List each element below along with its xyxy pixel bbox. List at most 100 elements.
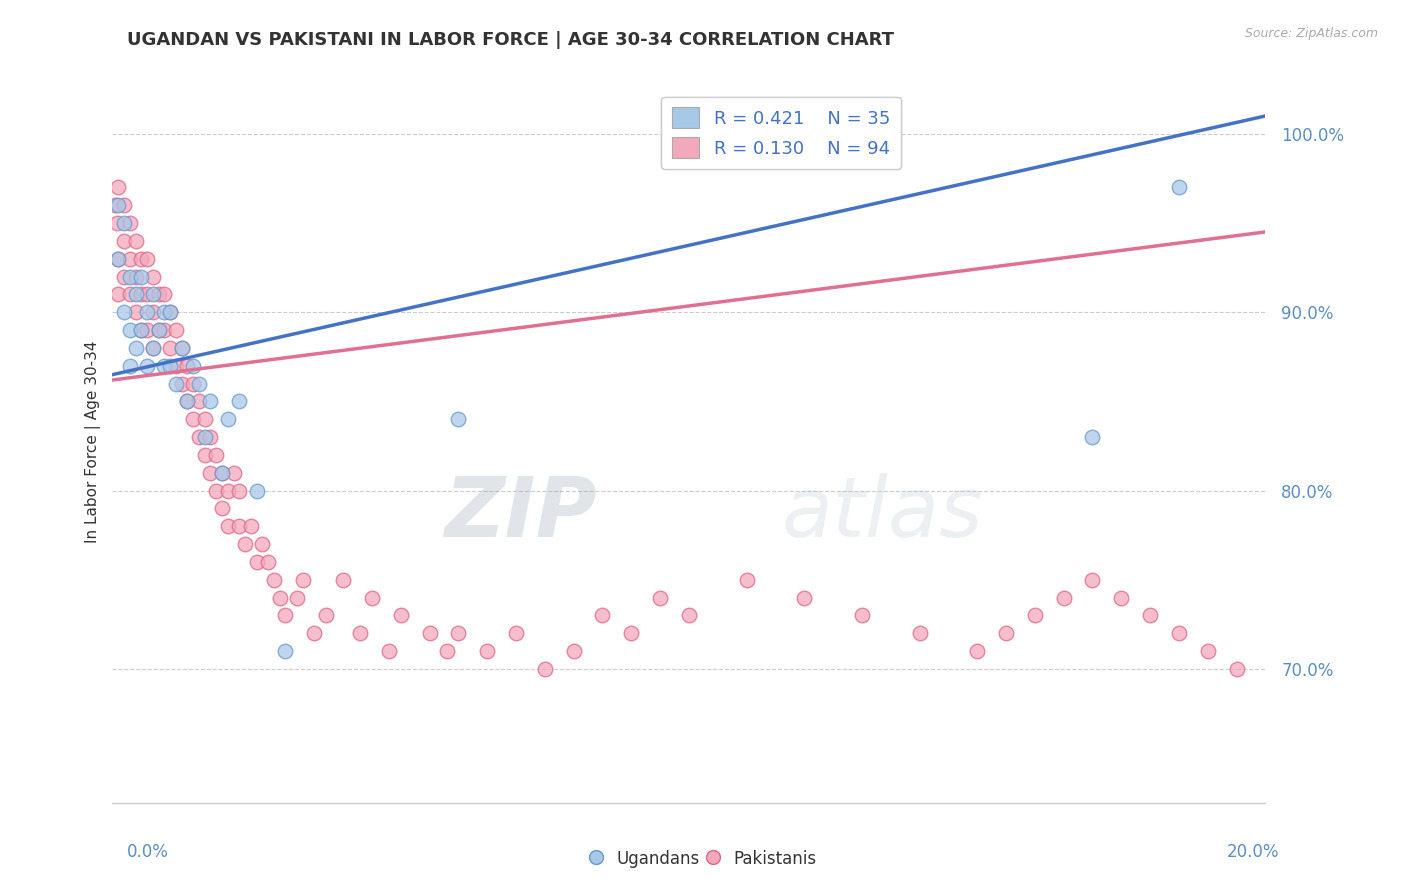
Point: [274, 644, 297, 658]
Point: [200, 394, 222, 409]
Point: [217, 412, 239, 426]
Point: [176, 359, 198, 373]
Text: ZIP: ZIP: [444, 474, 596, 554]
Point: [176, 394, 198, 409]
Y-axis label: In Labor Force | Age 30-34: In Labor Force | Age 30-34: [86, 340, 101, 543]
Point: [291, 573, 314, 587]
Point: [678, 608, 700, 623]
Point: [112, 305, 135, 319]
Point: [200, 430, 222, 444]
Point: [1167, 626, 1189, 640]
Point: [620, 626, 643, 640]
Point: [129, 252, 153, 266]
Point: [107, 252, 129, 266]
Point: [170, 376, 193, 391]
Point: [851, 608, 873, 623]
Point: [142, 341, 165, 355]
Point: [136, 359, 159, 373]
Point: [194, 430, 217, 444]
Point: [419, 626, 441, 640]
Point: [136, 252, 159, 266]
Point: [447, 626, 470, 640]
Point: [129, 323, 153, 337]
Point: [205, 483, 228, 498]
Point: [650, 591, 672, 605]
Point: [165, 359, 187, 373]
Point: [181, 412, 204, 426]
Point: [153, 323, 176, 337]
Point: [112, 269, 135, 284]
Point: [176, 394, 198, 409]
Point: [112, 198, 135, 212]
Point: [165, 323, 187, 337]
Point: [257, 555, 280, 569]
Point: [205, 448, 228, 462]
Point: [285, 591, 308, 605]
Point: [112, 234, 135, 248]
Point: [159, 305, 181, 319]
Point: [194, 448, 217, 462]
Point: [148, 287, 170, 301]
Point: [228, 519, 250, 533]
Point: [908, 626, 931, 640]
Point: [263, 573, 285, 587]
Point: [159, 305, 181, 319]
Point: [107, 198, 129, 212]
Point: [217, 519, 239, 533]
Point: [269, 591, 291, 605]
Point: [188, 430, 211, 444]
Point: [153, 287, 176, 301]
Point: [211, 466, 233, 480]
Point: [194, 412, 217, 426]
Point: [124, 234, 146, 248]
Point: [136, 305, 159, 319]
Point: [112, 216, 135, 230]
Point: [217, 483, 239, 498]
Point: [107, 252, 129, 266]
Point: [360, 591, 382, 605]
Point: [211, 501, 233, 516]
Point: [107, 180, 129, 194]
Point: [562, 644, 585, 658]
Point: [181, 376, 204, 391]
Point: [228, 483, 250, 498]
Point: [165, 376, 187, 391]
Point: [104, 198, 127, 212]
Point: [966, 644, 988, 658]
Point: [246, 555, 269, 569]
Point: [332, 573, 354, 587]
Point: [188, 376, 211, 391]
Point: [1226, 662, 1249, 676]
Point: [315, 608, 337, 623]
Point: [995, 626, 1018, 640]
Point: [447, 412, 470, 426]
Point: [592, 608, 614, 623]
Text: 0.0%: 0.0%: [127, 843, 169, 861]
Point: [142, 305, 165, 319]
Text: atlas: atlas: [782, 474, 983, 554]
Legend: Ugandans, Pakistanis: Ugandans, Pakistanis: [583, 844, 823, 875]
Point: [1053, 591, 1076, 605]
Text: UGANDAN VS PAKISTANI IN LABOR FORCE | AGE 30-34 CORRELATION CHART: UGANDAN VS PAKISTANI IN LABOR FORCE | AG…: [127, 31, 894, 49]
Point: [148, 323, 170, 337]
Point: [170, 341, 193, 355]
Legend: R = 0.421    N = 35, R = 0.130    N = 94: R = 0.421 N = 35, R = 0.130 N = 94: [661, 96, 901, 169]
Point: [142, 269, 165, 284]
Point: [148, 323, 170, 337]
Point: [136, 287, 159, 301]
Point: [1081, 430, 1104, 444]
Point: [129, 269, 153, 284]
Point: [475, 644, 499, 658]
Point: [793, 591, 815, 605]
Point: [159, 359, 181, 373]
Point: [129, 287, 153, 301]
Point: [124, 269, 146, 284]
Point: [349, 626, 371, 640]
Point: [378, 644, 401, 658]
Point: [246, 483, 269, 498]
Point: [252, 537, 274, 551]
Point: [136, 323, 159, 337]
Point: [170, 341, 193, 355]
Point: [1197, 644, 1219, 658]
Point: [118, 269, 141, 284]
